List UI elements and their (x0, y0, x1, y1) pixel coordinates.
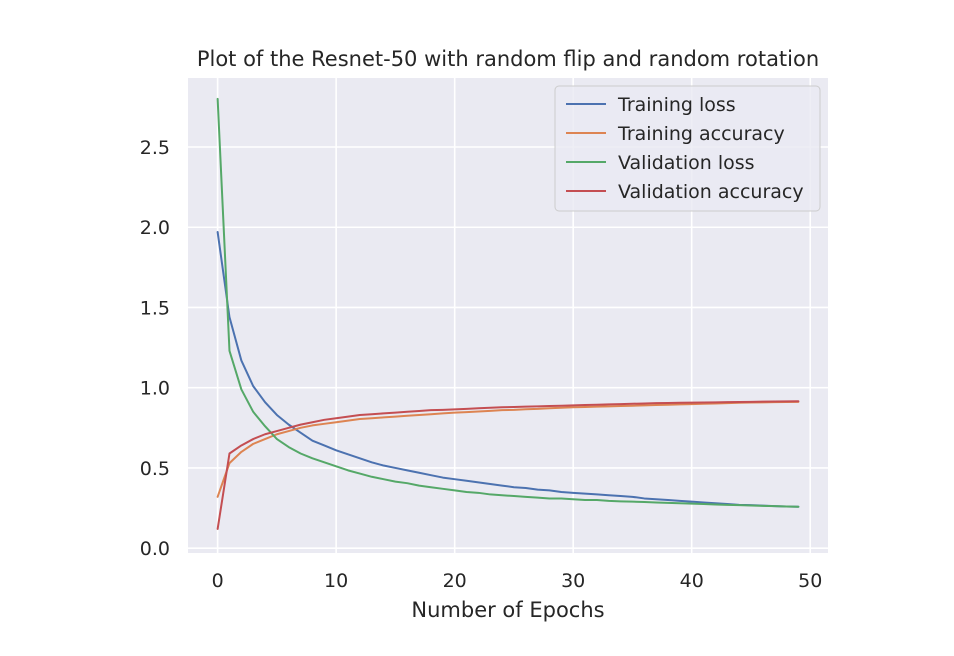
x-axis-title: Number of Epochs (411, 598, 604, 622)
legend-label-training-loss: Training loss (617, 94, 736, 116)
chart-title: Plot of the Resnet-50 with random flip a… (197, 47, 819, 71)
series-line-validation-loss (216, 97, 800, 508)
x-tick-label: 40 (680, 570, 704, 592)
y-tick-label: 0.5 (140, 458, 170, 480)
x-tick-label: 0 (212, 570, 224, 592)
y-tick-label: 1.0 (140, 378, 170, 400)
legend-label-training-accuracy: Training accuracy (617, 123, 785, 145)
y-tick-label: 1.5 (140, 297, 170, 319)
series-line-validation-accuracy (216, 400, 800, 530)
y-tick-label: 2.0 (140, 217, 170, 239)
series-line-training-accuracy (216, 400, 800, 498)
y-tick-label: 2.5 (140, 137, 170, 159)
x-tick-label: 20 (443, 570, 467, 592)
legend: Training loss Training accuracy Validati… (554, 85, 821, 212)
legend-label-validation-accuracy: Validation accuracy (618, 181, 804, 203)
y-tick-label: 0.0 (140, 538, 170, 560)
legend-box (554, 85, 821, 212)
legend-label-validation-loss: Validation loss (618, 152, 755, 174)
x-tick-label: 10 (324, 570, 348, 592)
x-tick-label: 50 (798, 570, 822, 592)
tick-labels: 0 10 20 30 40 50 0.0 0.5 1.0 1.5 2.0 2.5 (140, 137, 823, 592)
series-line-training-loss (216, 231, 800, 508)
series-group (216, 97, 800, 530)
x-tick-label: 30 (561, 570, 585, 592)
